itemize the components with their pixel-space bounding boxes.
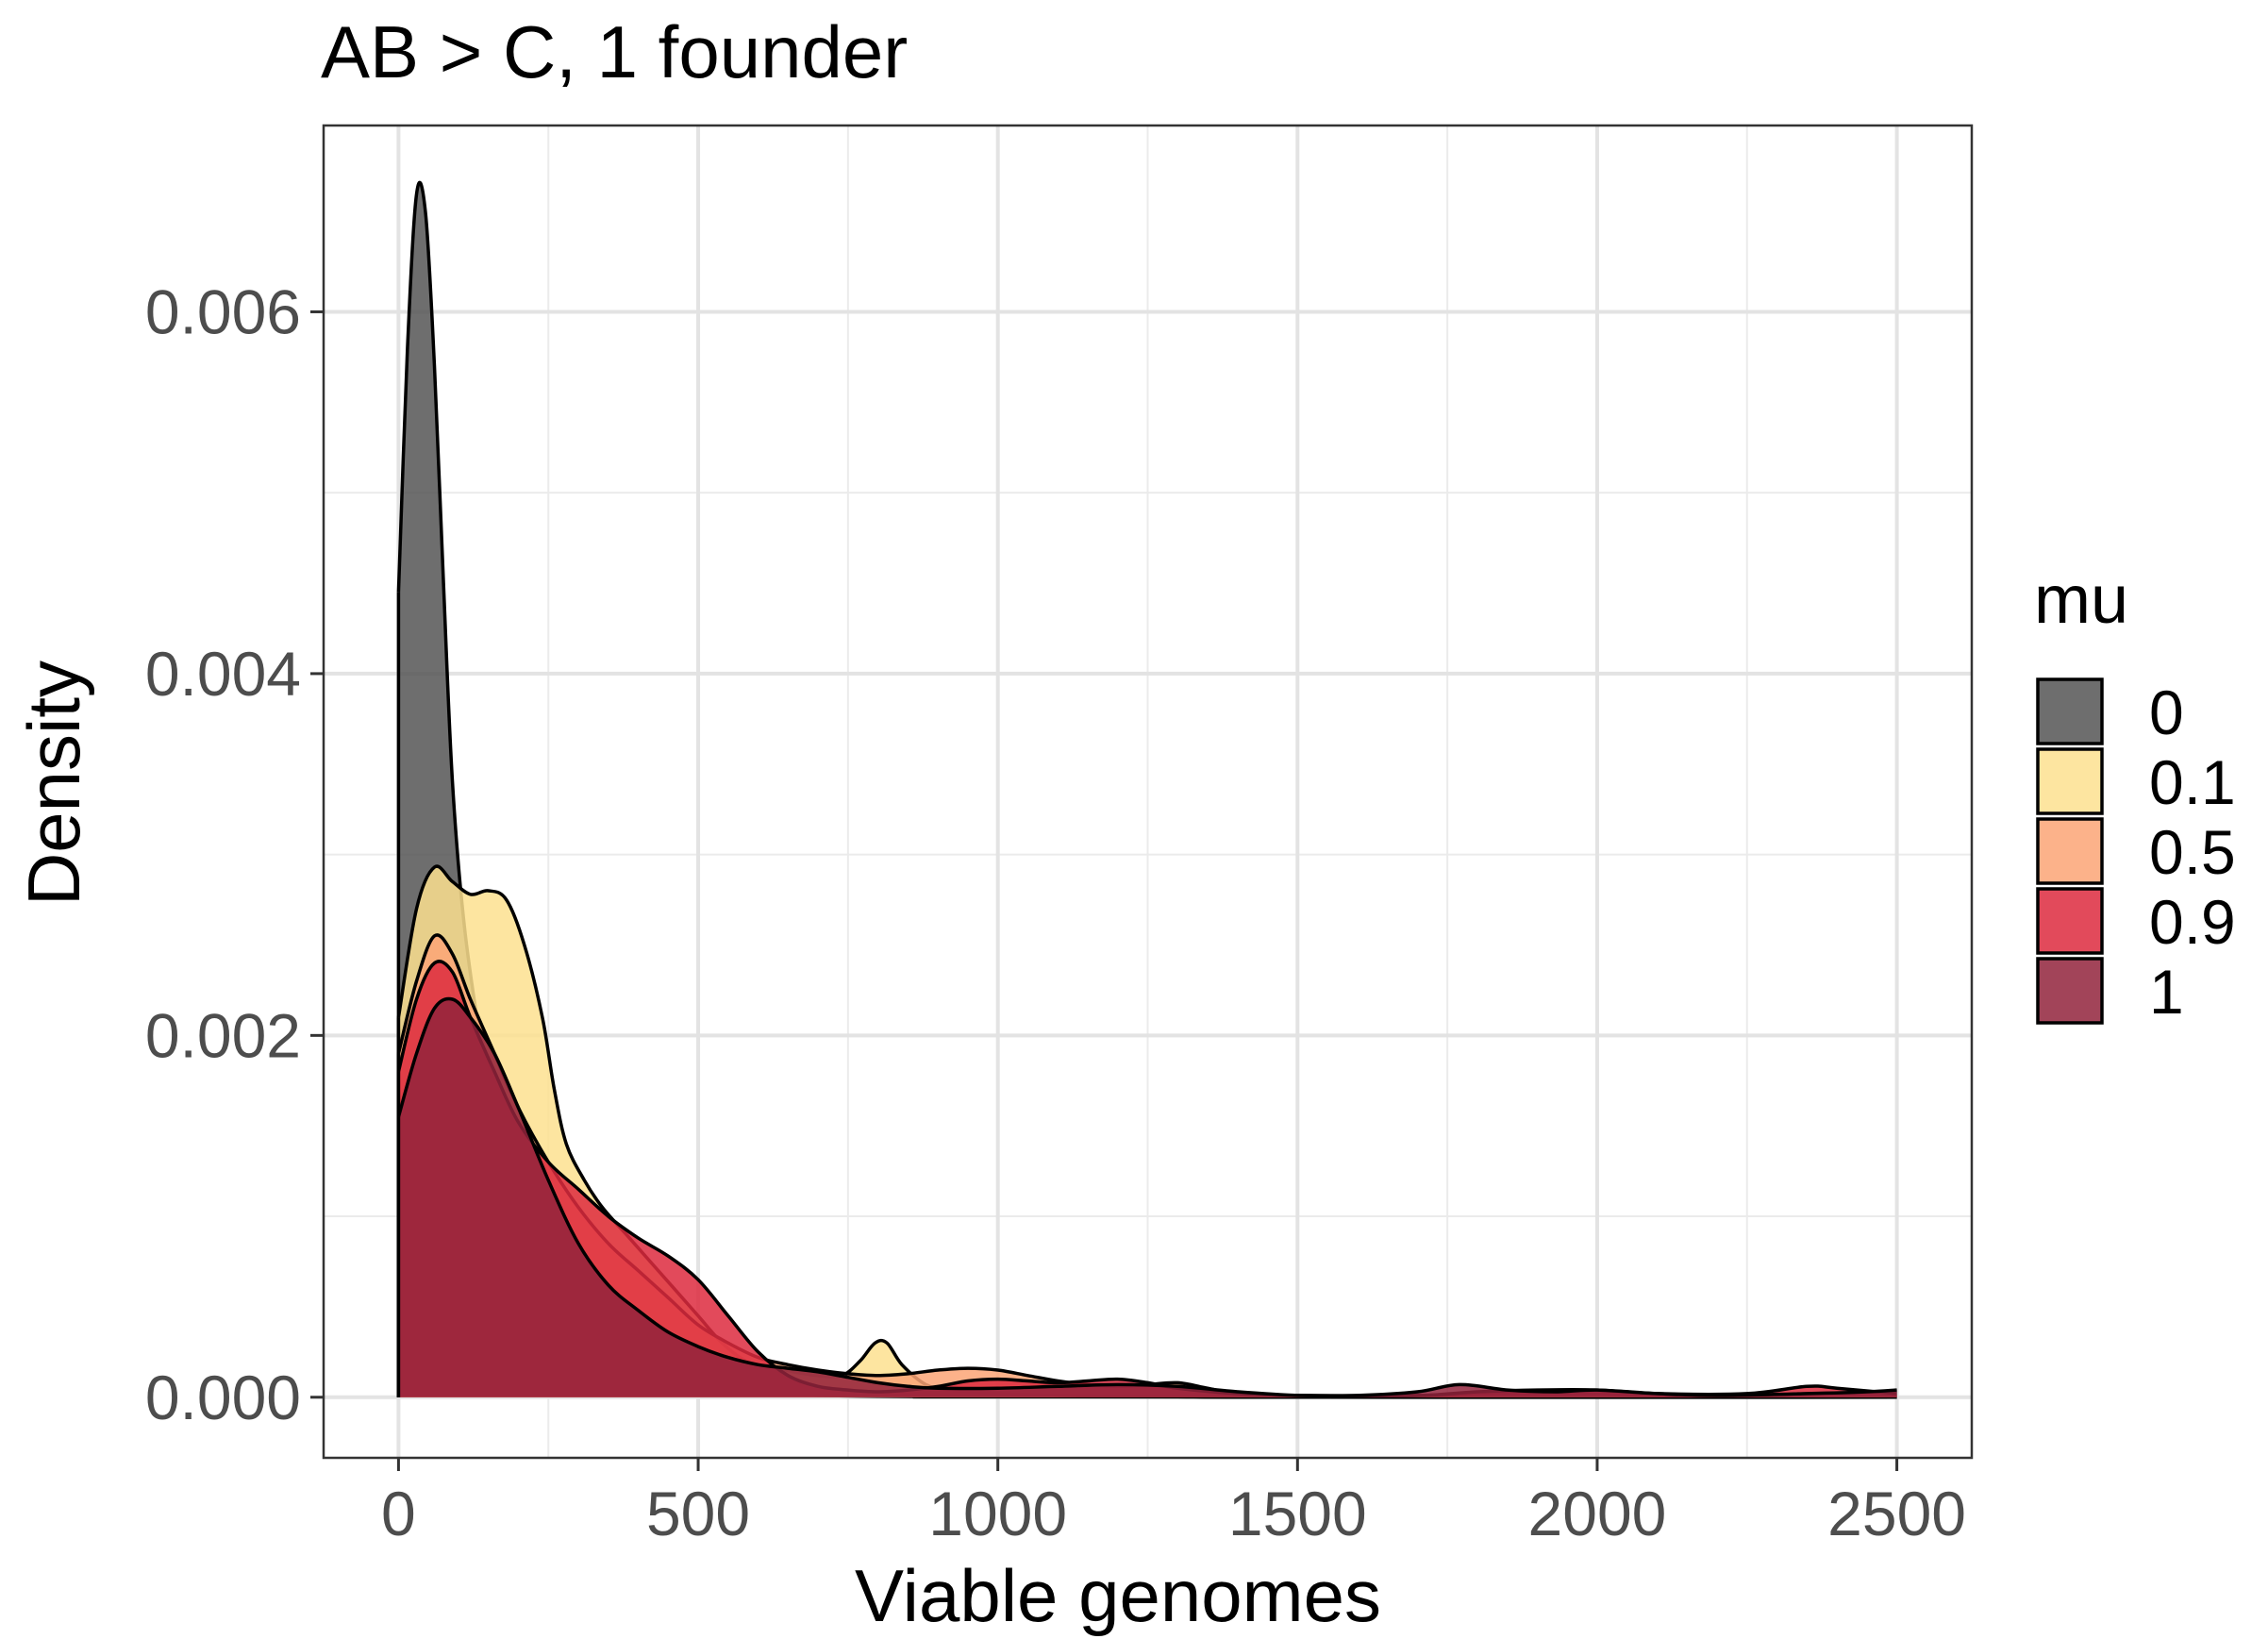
legend-label-mu-0.5: 0.5 bbox=[2149, 817, 2236, 887]
plot-area: 0 500 1000 1500 2000 2500 0.000 0.002 0.004 0.006 bbox=[145, 124, 1974, 1548]
legend-swatch-mu-0.9 bbox=[2036, 887, 2104, 955]
panel-border bbox=[322, 124, 1974, 1460]
legend-label-mu-0.1: 0.1 bbox=[2149, 747, 2236, 817]
x-tick-label: 1500 bbox=[1228, 1479, 1367, 1548]
density-curve-mu-1 bbox=[396, 996, 1897, 1398]
x-axis-label: Viable genomes bbox=[855, 1554, 1381, 1637]
legend-label-mu-0.9: 0.9 bbox=[2149, 887, 2236, 957]
legend-label-mu-0: 0 bbox=[2149, 677, 2184, 747]
y-axis-label: Density bbox=[12, 661, 95, 906]
chart-title: AB > C, 1 founder bbox=[321, 10, 908, 93]
y-tick-label: 0.002 bbox=[145, 1000, 301, 1070]
density-area-mu-1 bbox=[398, 998, 1897, 1397]
legend-title: mu bbox=[2034, 562, 2128, 638]
x-tick-label: 1000 bbox=[928, 1479, 1067, 1548]
x-tick-label: 0 bbox=[381, 1479, 416, 1548]
legend-swatch-mu-0.5 bbox=[2036, 817, 2104, 885]
legend-label-mu-1: 1 bbox=[2149, 957, 2184, 1027]
y-tick-label: 0.006 bbox=[145, 276, 301, 346]
legend-swatch-mu-0.1 bbox=[2036, 747, 2104, 815]
x-tick-label: 2000 bbox=[1528, 1479, 1667, 1548]
legend-swatch-mu-0 bbox=[2036, 677, 2104, 745]
legend-swatch-mu-1 bbox=[2036, 957, 2104, 1025]
y-tick-label: 0.000 bbox=[145, 1363, 301, 1432]
x-tick-label: 2500 bbox=[1827, 1479, 1966, 1548]
x-tick-label: 500 bbox=[646, 1479, 750, 1548]
y-tick-label: 0.004 bbox=[145, 639, 301, 709]
legend: mu 00.10.50.91 bbox=[2034, 562, 2236, 1027]
